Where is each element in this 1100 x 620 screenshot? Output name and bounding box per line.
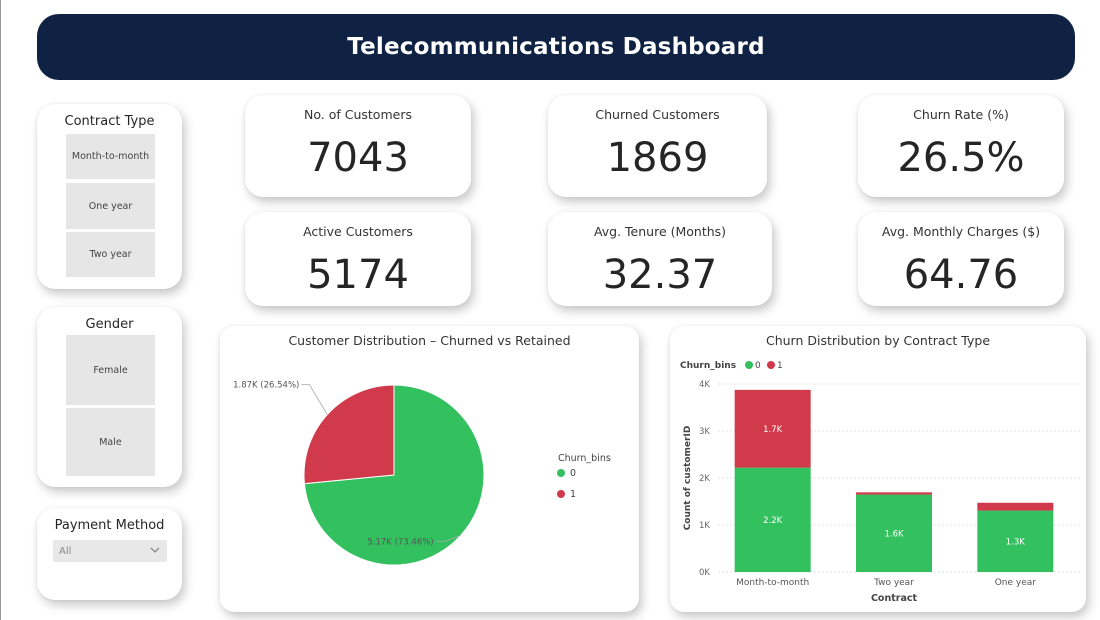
bar-y-tick-label: 4K (699, 380, 710, 390)
bar-data-label: 1.3K (1006, 537, 1026, 547)
kpi-value: 64.76 (903, 252, 1019, 298)
kpi-label: Avg. Tenure (Months) (593, 224, 727, 239)
bar-segment-0 (856, 494, 932, 572)
pie-legend-label-1: 1 (570, 489, 576, 500)
slicer-item-female[interactable]: Female (66, 335, 155, 405)
kpi-label: Avg. Monthly Charges ($) (881, 224, 1041, 239)
bar-legend-marker-0 (745, 361, 753, 369)
bar-legend-label-1: 1 (777, 361, 783, 371)
bar-segment-0 (977, 510, 1054, 572)
slicer-item-month-to-month[interactable]: Month-to-month (66, 134, 155, 179)
bar-legend-title: Churn_bins (680, 361, 736, 371)
kpi-value: 1869 (606, 135, 709, 181)
contract-type-slicer: Contract Type Month-to-month One year Tw… (37, 104, 182, 289)
kpi-value: 26.5% (897, 135, 1025, 181)
pie-data-label-0: 5.17K (73.46%) (367, 537, 433, 547)
bar-legend-label-0: 0 (755, 361, 761, 371)
pie-leader-line-0 (436, 535, 461, 542)
pie-slice-1 (303, 384, 395, 485)
bar-data-label: 1.6K (884, 529, 904, 539)
kpi-value: 7043 (307, 135, 409, 181)
bar-data-label: 1.7K (763, 425, 783, 435)
pie-data-label-1: 1.87K (26.54%) (233, 381, 299, 391)
bar-x-axis-label: Contract (871, 593, 918, 604)
payment-method-selected: All (59, 545, 72, 557)
payment-method-slicer: Payment Method All (37, 508, 182, 600)
kpi-card-monthly-charges: Avg. Monthly Charges ($) 64.76 (858, 212, 1064, 306)
bar-chart-title: Churn Distribution by Contract Type (765, 333, 991, 348)
bar-chart-card: Churn Distribution by Contract Type Chur… (670, 326, 1086, 612)
bar-segment-1 (734, 389, 811, 468)
slicer-item-male[interactable]: Male (66, 408, 155, 476)
pie-legend-title: Churn_bins (558, 453, 611, 464)
bar-data-label: 2.2K (763, 516, 783, 526)
kpi-value: 32.37 (602, 252, 718, 298)
pie-leader-line-1 (301, 384, 328, 415)
bar-y-tick-label: 0K (699, 568, 710, 578)
kpi-label: No. of Customers (304, 107, 412, 122)
kpi-label: Active Customers (303, 224, 413, 239)
bar-y-axis-label: Count of customerID (683, 426, 693, 531)
gender-slicer: Gender Female Male (37, 307, 182, 487)
bar-x-tick-label: One year (995, 578, 1037, 588)
bar-y-tick-label: 3K (699, 427, 710, 437)
pie-chart-card: Customer Distribution – Churned vs Retai… (220, 326, 639, 612)
pie-legend-marker-0 (557, 469, 565, 477)
stacked-bar-chart: Churn_bins 0 1 0K 1K 2K 3K 4K Count of customerI… (680, 361, 1082, 604)
kpi-card-customers: No. of Customers 7043 (245, 95, 471, 197)
contract-type-slicer-title: Contract Type (64, 114, 155, 129)
dashboard-header: Telecommunications Dashboard (37, 14, 1075, 80)
pie-chart: 5.17K (73.46%) 1.87K (26.54%) Churn_bins 0 1 (233, 381, 611, 566)
dashboard-title: Telecommunications Dashboard (347, 34, 765, 60)
slicer-item-two-year[interactable]: Two year (66, 232, 155, 277)
payment-method-dropdown[interactable]: All (53, 540, 167, 562)
bar-y-tick-label: 1K (699, 521, 710, 531)
kpi-label: Churn Rate (%) (913, 107, 1009, 122)
kpi-card-active: Active Customers 5174 (245, 212, 471, 306)
slicer-item-one-year[interactable]: One year (66, 183, 155, 229)
kpi-card-tenure: Avg. Tenure (Months) 32.37 (548, 212, 772, 306)
bar-segment-1 (856, 492, 932, 495)
bar-x-tick-label: Two year (873, 578, 914, 588)
kpi-value: 5174 (307, 252, 409, 298)
pie-legend-label-0: 0 (570, 468, 576, 479)
chevron-down-icon (150, 547, 160, 553)
kpi-label: Churned Customers (595, 107, 720, 122)
bar-legend-marker-1 (767, 361, 775, 369)
pie-chart-title: Customer Distribution – Churned vs Retai… (288, 333, 571, 348)
bar-y-tick-label: 2K (699, 474, 710, 484)
pie-legend-marker-1 (557, 490, 565, 498)
bar-segment-1 (977, 502, 1054, 511)
left-edge-line (0, 0, 1, 620)
gender-slicer-title: Gender (85, 317, 134, 332)
kpi-card-churned: Churned Customers 1869 (548, 95, 767, 197)
bar-segment-0 (734, 467, 811, 572)
kpi-card-churn-rate: Churn Rate (%) 26.5% (858, 95, 1064, 197)
payment-method-slicer-title: Payment Method (54, 518, 165, 533)
bar-x-tick-label: Month-to-month (736, 578, 809, 588)
